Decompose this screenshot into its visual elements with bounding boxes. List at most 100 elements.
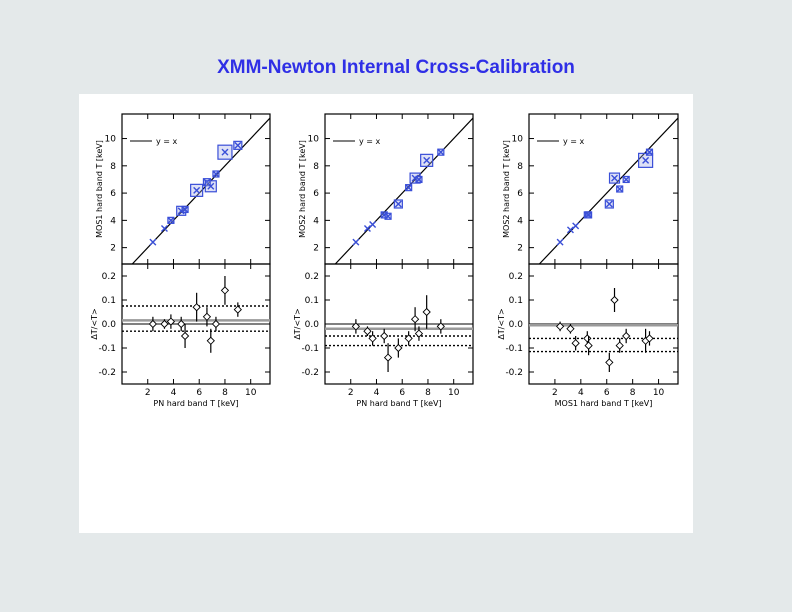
- data-point: [566, 226, 574, 234]
- x-axis-title: PN hard band T [keV]: [356, 399, 441, 408]
- residual-point: [583, 334, 592, 343]
- residual-point: [566, 324, 575, 333]
- y-axis-title-bottom: ΔT/<T>: [497, 308, 506, 339]
- x-tick-label: 10: [448, 388, 460, 398]
- figure-title: XMM-Newton Internal Cross-Calibration: [217, 57, 575, 78]
- residual-point: [571, 339, 580, 348]
- chart-canvas: y = x 2 4 6 8 10 2 4 6 8 10 -0.2 -0.1 0.0 0.1 0.2 MOS1 h…: [90, 113, 679, 408]
- y-tick-label: 2: [110, 244, 116, 254]
- residual-point: [610, 295, 619, 305]
- y-tick-label: 0.0: [509, 320, 524, 330]
- top-plot-frame: [324, 113, 474, 265]
- residual-point: [166, 317, 176, 326]
- data-point: [572, 222, 580, 230]
- residual-point: [202, 312, 212, 321]
- data-point: [181, 205, 189, 213]
- y-tick-label: 8: [517, 162, 523, 172]
- y-tick-label: -0.1: [301, 344, 319, 354]
- data-point: [221, 148, 229, 156]
- y-axis-title-bottom: ΔT/<T>: [293, 308, 302, 339]
- y-tick-label: 0.2: [102, 272, 116, 282]
- x-tick-label: 2: [552, 388, 558, 398]
- y-tick-label: 0.1: [509, 296, 523, 306]
- y-tick-label: -0.1: [505, 344, 523, 354]
- y-tick-label: 8: [110, 162, 116, 172]
- data-point: [149, 238, 157, 246]
- x-axis-title: MOS1 hard band T [keV]: [555, 399, 653, 408]
- y-tick-label: 0.1: [305, 296, 319, 306]
- residual-point: [363, 327, 372, 336]
- residual-point: [233, 305, 242, 314]
- residual-point: [555, 322, 565, 331]
- legend-label: y = x: [563, 137, 585, 146]
- y-tick-label: 10: [512, 135, 524, 145]
- y-tick-label: -0.1: [98, 344, 116, 354]
- y-axis-title-top: MOS1 hard band T [keV]: [95, 140, 104, 238]
- residual-point: [422, 307, 431, 317]
- data-point: [616, 185, 624, 193]
- y-tick-label: 10: [308, 135, 320, 145]
- x-tick-label: 4: [578, 388, 584, 398]
- y-tick-label: 2: [313, 244, 319, 254]
- data-point: [585, 211, 593, 219]
- data-point: [646, 148, 653, 156]
- top-plot-frame: [528, 113, 679, 265]
- legend-label: y = x: [156, 137, 178, 146]
- data-point: [234, 141, 242, 149]
- x-tick-label: 2: [145, 388, 151, 398]
- residual-point: [645, 334, 654, 343]
- x-axis-title: PN hard band T [keV]: [153, 399, 238, 408]
- figure-panel: y = x 2 4 6 8 10 2 4 6 8 10 -0.2 -0.1 0.0 0.1 0.2 MOS1 h…: [79, 94, 693, 533]
- data-point: [605, 200, 613, 208]
- y-tick-label: 6: [517, 189, 523, 199]
- x-tick-label: 10: [653, 388, 665, 398]
- data-point: [384, 212, 392, 220]
- residual-point: [615, 341, 624, 350]
- data-point: [405, 184, 413, 192]
- data-point: [369, 220, 377, 228]
- x-tick-label: 6: [196, 388, 202, 398]
- x-tick-label: 4: [374, 388, 380, 398]
- y-axis-title-bottom: ΔT/<T>: [90, 308, 99, 339]
- x-tick-label: 10: [245, 388, 257, 398]
- y-tick-label: 0.0: [102, 320, 117, 330]
- y-tick-label: 6: [313, 189, 319, 199]
- y-tick-label: 0.0: [305, 320, 320, 330]
- x-tick-label: 6: [399, 388, 405, 398]
- y-tick-label: 0.2: [509, 272, 523, 282]
- residual-point: [383, 353, 393, 362]
- residual-point: [410, 315, 420, 324]
- y-tick-label: -0.2: [98, 368, 116, 378]
- x-tick-label: 4: [171, 388, 177, 398]
- residual-point: [622, 331, 631, 341]
- legend-label: y = x: [359, 137, 381, 146]
- data-point: [437, 148, 445, 156]
- data-point: [212, 170, 220, 178]
- x-tick-label: 8: [425, 388, 431, 398]
- data-point: [394, 200, 402, 208]
- data-point: [167, 216, 175, 224]
- data-point: [352, 238, 360, 246]
- data-point: [193, 186, 201, 194]
- residual-point: [206, 336, 215, 345]
- residual-point: [414, 329, 424, 338]
- residual-point: [192, 303, 201, 312]
- x-tick-label: 8: [630, 388, 636, 398]
- residual-point: [220, 286, 230, 295]
- x-tick-label: 8: [222, 388, 228, 398]
- data-point: [363, 225, 371, 233]
- y-tick-label: 10: [105, 135, 117, 145]
- residual-point: [351, 322, 361, 331]
- residual-point: [436, 322, 445, 331]
- residual-point: [160, 319, 169, 329]
- data-point: [622, 175, 630, 183]
- data-point: [160, 225, 168, 233]
- residual-point: [148, 319, 158, 329]
- y-tick-label: 0.1: [102, 296, 116, 306]
- y-axis-title-top: MOS2 hard band T [keV]: [502, 140, 511, 238]
- y-tick-label: 4: [517, 216, 523, 226]
- x-tick-label: 2: [348, 388, 354, 398]
- data-point: [423, 156, 431, 164]
- residual-point: [605, 358, 614, 367]
- data-point: [556, 238, 564, 246]
